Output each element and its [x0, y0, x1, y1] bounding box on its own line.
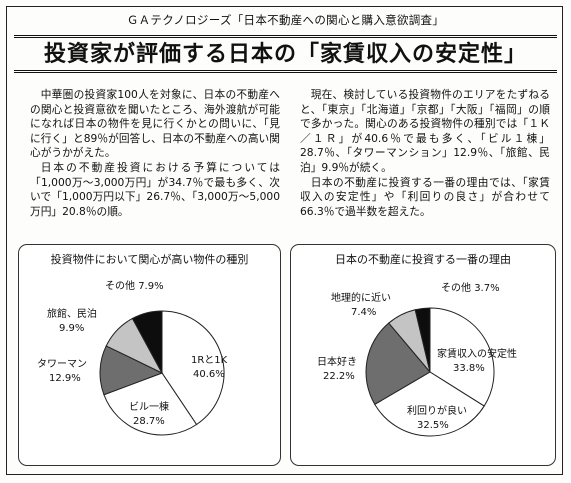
article-paragraph: 現在、検討している投資物件のエリアをたずねると、「東京」「北海道」「京都」「大阪…: [300, 88, 550, 174]
label-other: その他 3.7%: [441, 281, 500, 294]
survey-kicker: ＧＡテクノロジーズ「日本不動産への関心と購入意欲調査」: [126, 13, 445, 27]
investment-reason-slice-4: [414, 307, 431, 373]
value-yield: 32.5%: [417, 420, 449, 431]
value-rental-stability: 33.8%: [453, 363, 485, 374]
article-paragraph: 日本の不動産投資における予算については「1,000万～3,000万円」が34.7…: [30, 160, 280, 218]
article-column-right: 現在、検討している投資物件のエリアをたずねると、「東京」「北海道」「京都」「大阪…: [300, 88, 550, 219]
investment-reason-pie-chart: 地理的に近い 7.4% その他 3.7% 家賃収入の安定性 33.8% 日本好き…: [317, 281, 517, 437]
value-proximity: 7.4%: [351, 307, 376, 318]
value-1r1k: 40.6%: [193, 369, 225, 380]
investment-reason-slice-2: [365, 322, 431, 406]
property-type-slice-1: [103, 372, 198, 436]
label-yield: 利回りが良い: [407, 404, 467, 417]
label-building: ビル一棟: [129, 400, 169, 413]
chart-title: 日本の不動産に投資する一番の理由: [335, 253, 511, 266]
value-ryokan: 9.9%: [59, 323, 84, 334]
label-like-japan: 日本好き: [317, 355, 357, 368]
value-tower: 12.9%: [49, 373, 81, 384]
label-1r1k: 1Rと1K: [191, 354, 228, 366]
label-proximity: 地理的に近い: [331, 291, 391, 304]
investment-reason-chart-panel: 日本の不動産に投資する一番の理由 地理的に近い 7.4% その他 3.7% 家賃…: [290, 244, 556, 466]
investment-reason-slice-1: [374, 371, 485, 437]
article-frame: [6, 6, 563, 475]
property-type-pie-chart: その他 7.9% 旅館、民泊 9.9% タワーマン 12.9% 1Rと1K 40…: [37, 279, 228, 436]
chart-title: 投資物件において関心が高い物件の種別: [50, 253, 249, 266]
label-tower: タワーマン: [37, 358, 87, 370]
property-type-chart-panel: 投資物件において関心が高い物件の種別 その他 7.9% 旅館、民泊 9.9% タ…: [18, 244, 281, 466]
value-building: 28.7%: [133, 416, 165, 427]
property-type-slice-4: [131, 310, 163, 374]
article-paragraph: 中華圏の投資家100人を対象に、日本の不動産への関心と投資意欲を聞いたところ、海…: [30, 88, 280, 160]
property-type-slice-0: [161, 310, 225, 426]
label-ryokan: 旅館、民泊: [47, 307, 97, 320]
label-other: その他 7.9%: [105, 279, 164, 292]
article-column-left: 中華圏の投資家100人を対象に、日本の不動産への関心と投資意欲を聞いたところ、海…: [30, 88, 280, 219]
value-like-japan: 22.2%: [323, 371, 355, 382]
article-paragraph: 日本の不動産に投資する一番の理由では、「家賃収入の安定性」や「利回りの良さ」が合…: [300, 175, 550, 218]
headline: 投資家が評価する日本の「家賃収入の安定性」: [14, 35, 557, 73]
label-rental-stability: 家賃収入の安定性: [437, 347, 517, 360]
